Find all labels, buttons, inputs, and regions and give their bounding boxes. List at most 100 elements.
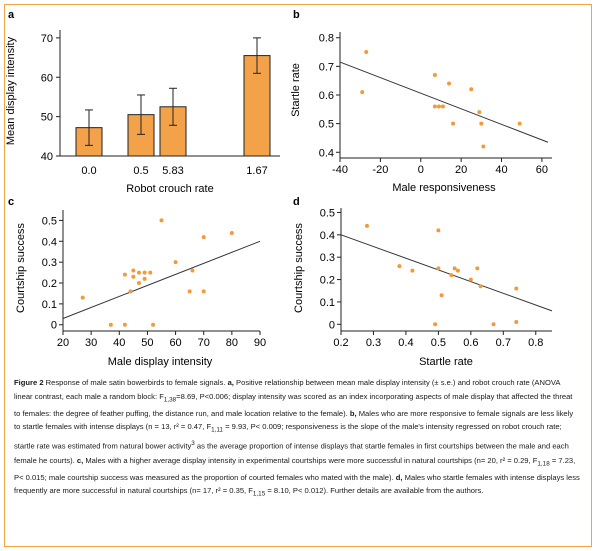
panel-b-regression-line <box>339 61 549 143</box>
panel-b-data-point <box>364 50 369 55</box>
panel-d-data-point <box>514 320 519 325</box>
panel-d-ytick-label: 0.2 <box>320 275 335 287</box>
panel-b-data-point <box>360 90 365 95</box>
panel-b-data-point <box>481 144 486 149</box>
caption-sub-b: 1,11 <box>211 426 223 434</box>
caption-sup-b: 3 <box>191 440 195 448</box>
panel-a: a 40 50 60 70 0.0 0.5 5.83 1.67 Mean display i… <box>5 9 280 195</box>
panel-c-xtick-label: 30 <box>85 337 97 349</box>
panel-d-data-point <box>397 264 402 269</box>
caption-sub-c: 1,18 <box>537 460 550 468</box>
panel-c-data-point <box>131 268 136 273</box>
panel-d-data-point <box>514 286 519 291</box>
panel-c-xtick-label: 20 <box>57 337 69 349</box>
panel-d-data-point <box>410 268 415 273</box>
panel-b-data-point <box>469 87 474 92</box>
panel-d-ylabel: Courtship success <box>293 223 305 313</box>
panel-a-ylabel: Mean display intensity <box>5 36 17 145</box>
panel-c-ytick-label: 0.4 <box>42 236 57 248</box>
caption-label-a: a, <box>225 378 234 387</box>
panel-d-data-point <box>468 277 473 282</box>
panel-c-data-point <box>142 270 147 275</box>
panel-b-ytick-label: 0.6 <box>319 90 334 102</box>
panel-a-category-label: 0.5 <box>133 165 148 177</box>
panel-c-data-point <box>187 289 192 294</box>
caption-text-c2: = 7.23, P< 0.015; male courtship success… <box>14 455 576 482</box>
panel-d-xtick-label: 0.8 <box>528 337 543 349</box>
panel-d-regression-line <box>340 234 553 312</box>
panel-d-xtick-label: 0.7 <box>496 337 511 349</box>
panel-b-xtick-label: 0 <box>418 164 424 176</box>
panel-a-ytick-label: 50 <box>41 112 53 124</box>
panel-c-xtick-label: 90 <box>254 337 266 349</box>
panel-d-data-point <box>439 293 444 298</box>
panel-c-xtick-label: 60 <box>169 337 181 349</box>
panel-c-ytick-label: 0.2 <box>42 278 57 290</box>
panel-c-data-point <box>201 235 206 240</box>
panel-c-xtick-label: 80 <box>226 337 238 349</box>
panel-d-data-point <box>475 266 480 271</box>
panel-a-ytick-label: 70 <box>41 33 53 45</box>
panel-c-data-point <box>173 260 178 265</box>
panel-b-xtick-label: -40 <box>332 164 348 176</box>
caption-label-b: b, <box>347 408 357 418</box>
panel-a-category-label: 5.83 <box>162 165 183 177</box>
panel-c-data-point <box>142 276 147 281</box>
panel-b-xlabel: Male responsiveness <box>392 182 496 194</box>
caption-sub-d: 1,15 <box>252 490 266 498</box>
panel-c-ylabel: Courtship success <box>15 223 27 313</box>
panel-c-data-point <box>80 295 85 300</box>
caption-text-b3: as the average proportion of intense dis… <box>14 441 569 465</box>
panel-c-data-point <box>128 289 133 294</box>
panel-c-xtick-label: 40 <box>113 337 125 349</box>
panel-d-xtick-label: 0.2 <box>333 337 348 349</box>
panel-c-ytick-label: 0 <box>51 320 57 332</box>
panel-c-regression-line <box>62 240 261 319</box>
panel-b-data-point <box>440 104 445 109</box>
caption-text-d2: = 8.10, P< 0.012). Further details are a… <box>265 486 484 496</box>
panel-d-data-point <box>436 228 441 233</box>
panel-d-data-point <box>364 223 369 228</box>
caption-text-b: Males who are more responsive to female … <box>14 408 574 432</box>
panel-c-data-point <box>108 322 113 327</box>
panel-d-ytick-label: 0.4 <box>320 230 335 242</box>
panel-b-xtick-label: 20 <box>455 164 467 176</box>
panel-c-xlabel: Male display intensity <box>108 356 213 368</box>
panel-b-data-point <box>432 104 437 109</box>
panel-b-data-point <box>477 110 482 115</box>
panel-c-xtick-label: 70 <box>198 337 210 349</box>
panel-d-ytick-label: 0 <box>329 319 335 331</box>
panel-b-letter: b <box>293 9 300 21</box>
panel-b-ytick-label: 0.8 <box>319 33 334 45</box>
panel-c-data-point <box>151 322 156 327</box>
caption-text-a2: =8.69, P<0.006; display intensity was sc… <box>14 391 573 418</box>
panel-c-data-point <box>136 281 141 286</box>
panel-b-ytick-label: 0.7 <box>319 61 334 73</box>
panel-d-ytick-label: 0.3 <box>320 252 335 264</box>
caption-text-b2: = 9.93, P< 0.009; responsiveness is the … <box>14 422 562 451</box>
panel-d-xtick-label: 0.3 <box>366 337 381 349</box>
panel-d-xtick-label: 0.4 <box>398 337 413 349</box>
figure-caption: Figure 2 Response of male satin bowerbir… <box>14 376 580 501</box>
panel-b-ytick-label: 0.5 <box>319 119 334 131</box>
panel-b-data-point <box>432 72 437 77</box>
caption-label-d: d, <box>393 472 403 482</box>
panel-d-data-point <box>436 266 441 271</box>
panel-c: c 0 0.1 0.2 0.3 0.4 0.5 20 30 40 50 60 70 80 90 Court… <box>8 196 266 368</box>
panel-c-data-point <box>136 270 141 275</box>
caption-text-d: Males who startle females with intense d… <box>14 472 580 496</box>
panel-b-ylabel: Startle rate <box>290 63 302 117</box>
panel-c-data-point <box>131 274 136 279</box>
panel-b-xtick-label: 40 <box>495 164 507 176</box>
panel-c-data-point <box>229 230 234 235</box>
caption-title-rest: Response of male satin bowerbirds to fem… <box>43 378 226 387</box>
panel-b: b 0.4 0.5 0.6 0.7 0.8 -40 -20 0 20 40 60 Startle r… <box>290 9 552 194</box>
panel-d-data-point <box>491 322 496 327</box>
panel-c-letter: c <box>8 196 14 208</box>
panel-c-data-point <box>190 268 195 273</box>
panel-a-category-label: 1.67 <box>246 165 267 177</box>
panel-d-xlabel: Startle rate <box>419 356 473 368</box>
figure-frame <box>4 4 592 547</box>
panel-c-ytick-label: 0.1 <box>42 299 57 311</box>
panel-b-data-point <box>479 121 484 126</box>
